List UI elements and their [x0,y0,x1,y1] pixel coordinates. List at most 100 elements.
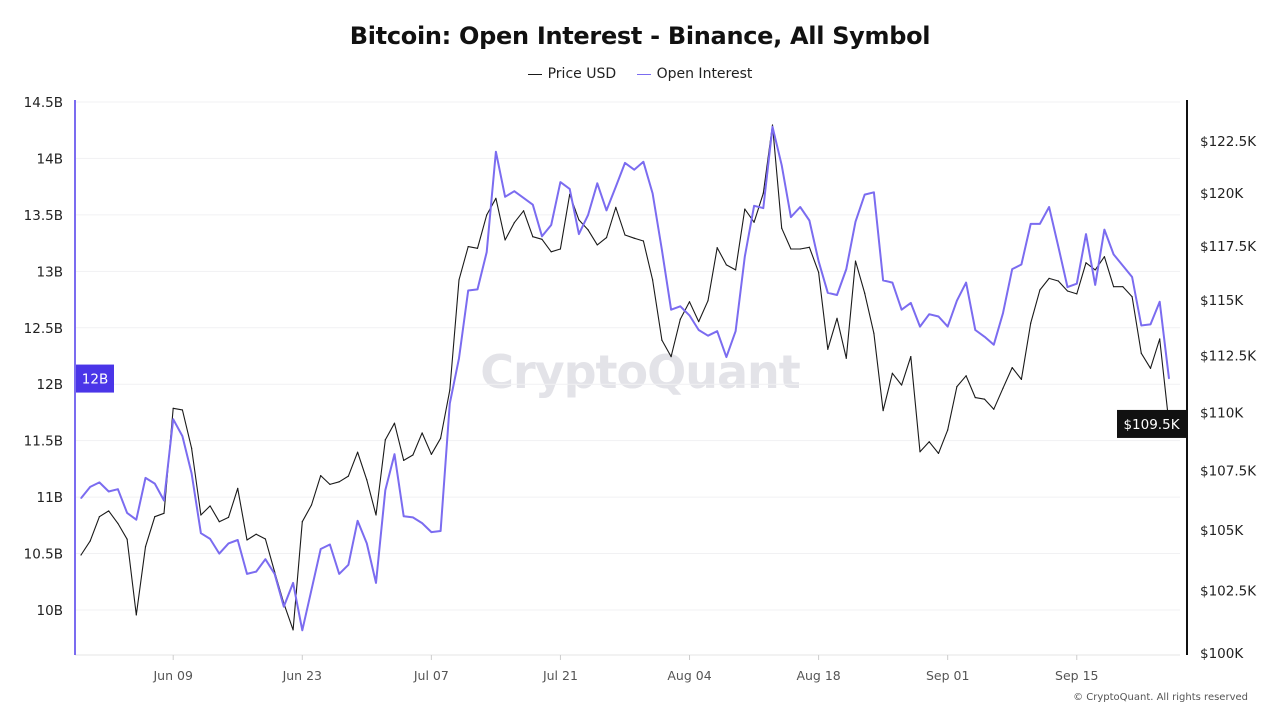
open-interest-point [569,188,571,190]
price-point [191,447,193,449]
open-interest-point [559,181,562,183]
price-point [1103,256,1106,258]
price-point [974,396,976,399]
price-point [329,483,331,485]
open-interest-point [578,233,580,235]
price-point [578,219,580,221]
chart-title: Bitcoin: Open Interest - Binance, All Sy… [349,22,931,50]
open-interest-point [836,294,838,296]
price-point [80,554,82,556]
open-interest-point [864,193,866,196]
x-axis-tick-label: Sep 01 [926,668,969,683]
open-interest-point [274,573,276,575]
left-axis-tick-label: 11.5B [24,434,63,450]
open-interest-point [449,402,451,405]
price-point [89,540,91,542]
open-interest-point [799,206,801,208]
price-current-badge [1117,409,1186,438]
open-interest-point [965,282,967,284]
open-interest-point [476,288,479,290]
open-interest-point [910,302,912,304]
open-interest-point [652,192,654,195]
legend-item-price[interactable]: Price USD [527,66,616,82]
price-point [200,514,202,516]
open-interest-point [1159,301,1161,303]
price-point [615,206,617,208]
open-interest-point [679,305,681,307]
price-point [1149,367,1152,369]
price-point [1131,296,1133,298]
left-axis-tick-label: 10B [37,603,63,619]
price-point [292,629,294,631]
price-point [338,481,340,483]
open-interest-point [80,497,82,499]
open-interest-point [191,472,193,475]
x-axis-tick-label: Jun 23 [282,668,322,683]
oi-swatch [636,73,651,75]
left-axis-tick-label: 13B [37,264,63,280]
open-interest-point [642,161,645,163]
open-interest-point [1048,206,1050,208]
x-axis-tick-label: Aug 04 [667,668,711,683]
open-interest-point [891,282,893,284]
price-point [698,321,700,323]
open-interest-point [458,357,460,359]
open-interest-point [1039,223,1041,225]
x-axis-tick-label: Jul 07 [413,668,449,683]
open-interest-point [522,197,525,199]
right-axis-tick-label: $107.5K [1200,463,1257,479]
price-point [1057,280,1059,282]
open-interest-point [633,169,635,171]
left-axis-tick-label: 14.5B [24,95,63,111]
price-point [412,454,414,456]
price-point [144,546,147,548]
price-point [1011,367,1013,369]
price-point [891,372,893,374]
price-point [375,514,377,516]
open-interest-point [790,216,792,218]
price-point [771,124,774,126]
open-interest-point [974,329,976,331]
open-interest-point [209,538,211,540]
open-interest-point [587,214,589,216]
price-point [882,410,884,412]
right-axis-tick-label: $112.5K [1200,349,1257,365]
x-axis-tick-label: Jun 09 [152,668,192,683]
price-point [679,318,681,320]
price-point [808,246,810,248]
open-interest-point [873,191,875,193]
price-point [1020,378,1023,380]
open-interest-point [827,292,829,294]
price-point [818,271,820,273]
open-interest-point [486,251,488,253]
price-point [237,487,239,489]
price-point [384,439,386,441]
right-axis-tick-label: $117.5K [1200,239,1257,255]
price-point [596,244,598,246]
price-point [264,538,266,540]
open-interest-point [818,260,820,262]
open-interest-point [1113,253,1115,255]
watermark: CryptoQuant [480,345,801,399]
price-point [661,339,663,341]
price-point [827,348,829,350]
price-point [108,510,110,512]
price-point [725,264,728,266]
price-point [753,221,755,223]
price-point [633,237,635,239]
price-point [781,227,783,229]
price-point [347,475,349,477]
price-point [504,239,506,241]
price-point [790,248,792,250]
price-point [1030,322,1032,324]
price-point [135,614,137,616]
open-interest-point [255,571,257,573]
legend-item-open-interest[interactable]: Open Interest [636,66,752,82]
price-point [956,386,958,388]
open-interest-point [320,548,322,550]
right-axis-tick-label: $102.5K [1200,584,1257,600]
open-interest-point [108,490,110,493]
price-point [1048,277,1050,279]
open-interest-point [366,542,368,544]
